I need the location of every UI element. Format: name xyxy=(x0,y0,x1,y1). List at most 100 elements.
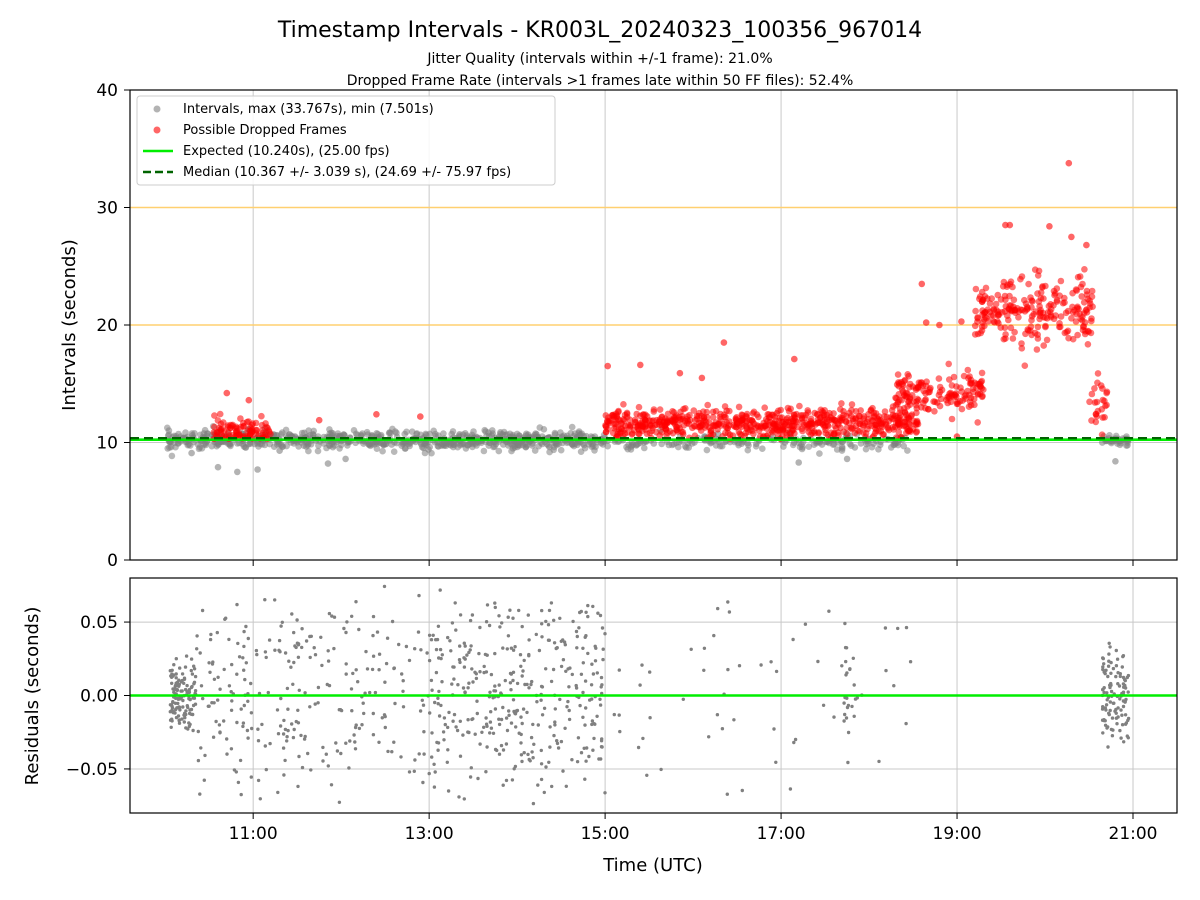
residual-point xyxy=(599,745,604,749)
interval-point xyxy=(402,445,409,452)
residual-point xyxy=(1111,666,1116,671)
residual-point xyxy=(437,689,441,694)
residual-point xyxy=(493,747,498,752)
residual-point xyxy=(511,616,515,620)
y-tick-label: 0.05 xyxy=(80,613,118,633)
residual-point xyxy=(522,751,526,755)
y-tick-label: 10 xyxy=(96,434,118,454)
residual-point xyxy=(737,664,742,668)
residual-point xyxy=(536,783,540,787)
dropped-frame-point xyxy=(639,417,646,425)
residual-point xyxy=(439,703,443,708)
dropped-frame-point xyxy=(1088,315,1095,322)
residual-point xyxy=(296,708,300,712)
residual-point xyxy=(1114,674,1118,679)
dropped-frame-point xyxy=(992,300,1000,308)
interval-point xyxy=(816,450,823,457)
interval-point xyxy=(388,441,396,448)
residual-point xyxy=(659,767,663,772)
dropped-frame-point xyxy=(1076,273,1084,280)
residual-point xyxy=(241,721,246,725)
residual-point xyxy=(243,677,247,682)
legend-intervals-marker xyxy=(153,105,161,113)
residual-point xyxy=(586,603,590,608)
interval-point xyxy=(366,440,373,448)
residual-point xyxy=(475,711,479,716)
residual-point xyxy=(904,721,908,726)
dropped-frame-point xyxy=(848,401,856,408)
dropped-frame-point xyxy=(726,431,734,439)
residual-point xyxy=(1108,685,1112,690)
residual-point xyxy=(229,690,233,694)
residual-point xyxy=(1106,745,1110,749)
dropped-frame-point xyxy=(1098,431,1106,439)
residual-point xyxy=(1110,716,1115,720)
dropped-frame-point xyxy=(899,388,907,395)
interval-point xyxy=(276,447,283,455)
interval-point xyxy=(805,443,813,451)
residual-point xyxy=(436,748,440,752)
residual-point xyxy=(246,636,250,641)
residual-point xyxy=(1125,734,1130,738)
interval-point xyxy=(558,433,566,440)
residual-point xyxy=(1115,722,1119,726)
dropped-frame-point xyxy=(1065,159,1073,167)
residual-point xyxy=(443,722,447,727)
dropped-frame-point xyxy=(1074,331,1081,339)
residual-point xyxy=(302,737,307,741)
residual-point xyxy=(540,713,545,717)
dropped-frame-point xyxy=(1094,407,1102,415)
dropped-frame-point xyxy=(656,406,664,413)
residual-point xyxy=(1109,681,1113,686)
dropped-frame-point xyxy=(921,397,929,404)
residual-point xyxy=(353,725,358,730)
dropped-frame-point xyxy=(223,389,231,397)
interval-point xyxy=(435,443,442,450)
residual-point xyxy=(289,665,293,669)
residual-point xyxy=(601,647,605,651)
dropped-frame-point xyxy=(698,374,706,382)
residual-point xyxy=(552,733,556,738)
interval-point xyxy=(577,448,585,456)
residual-point xyxy=(1114,648,1119,653)
residual-point xyxy=(504,742,509,746)
residual-point xyxy=(169,675,174,679)
residuals-panel: −0.05 0.00 0.05 11:00 13:00 15:00 17:00 19:00 2… xyxy=(22,577,1178,876)
dropped-frame-point xyxy=(1088,390,1096,398)
dropped-frame-point xyxy=(1000,335,1008,343)
residual-point xyxy=(466,730,470,734)
residual-point xyxy=(362,711,366,716)
interval-point xyxy=(473,442,480,449)
dropped-frame-point xyxy=(896,409,904,417)
residual-point xyxy=(286,707,290,711)
residual-point xyxy=(509,646,514,650)
residual-point xyxy=(483,652,488,657)
dropped-frame-point xyxy=(883,413,891,421)
residual-point xyxy=(377,652,382,656)
residual-point xyxy=(230,699,234,703)
residual-point xyxy=(327,683,332,688)
interval-point xyxy=(567,430,574,437)
residual-point xyxy=(527,757,531,762)
residual-point xyxy=(589,683,594,687)
residual-point xyxy=(211,735,216,739)
residual-point xyxy=(300,645,304,650)
residual-point xyxy=(482,725,486,729)
residual-point xyxy=(592,736,596,741)
residual-point xyxy=(210,701,214,705)
residual-point xyxy=(581,715,585,719)
residual-point xyxy=(884,668,888,673)
residual-point xyxy=(1124,721,1129,725)
residual-point xyxy=(283,651,288,655)
interval-point xyxy=(529,440,536,447)
residual-point xyxy=(532,742,536,746)
residual-point xyxy=(803,622,808,626)
residual-point xyxy=(242,668,246,672)
residual-point xyxy=(531,801,536,806)
interval-point xyxy=(833,446,841,453)
residual-point xyxy=(1109,660,1113,665)
dropped-frame-point xyxy=(1018,345,1026,352)
residual-point xyxy=(393,701,397,706)
residual-point xyxy=(552,618,556,622)
residual-point xyxy=(707,735,711,739)
